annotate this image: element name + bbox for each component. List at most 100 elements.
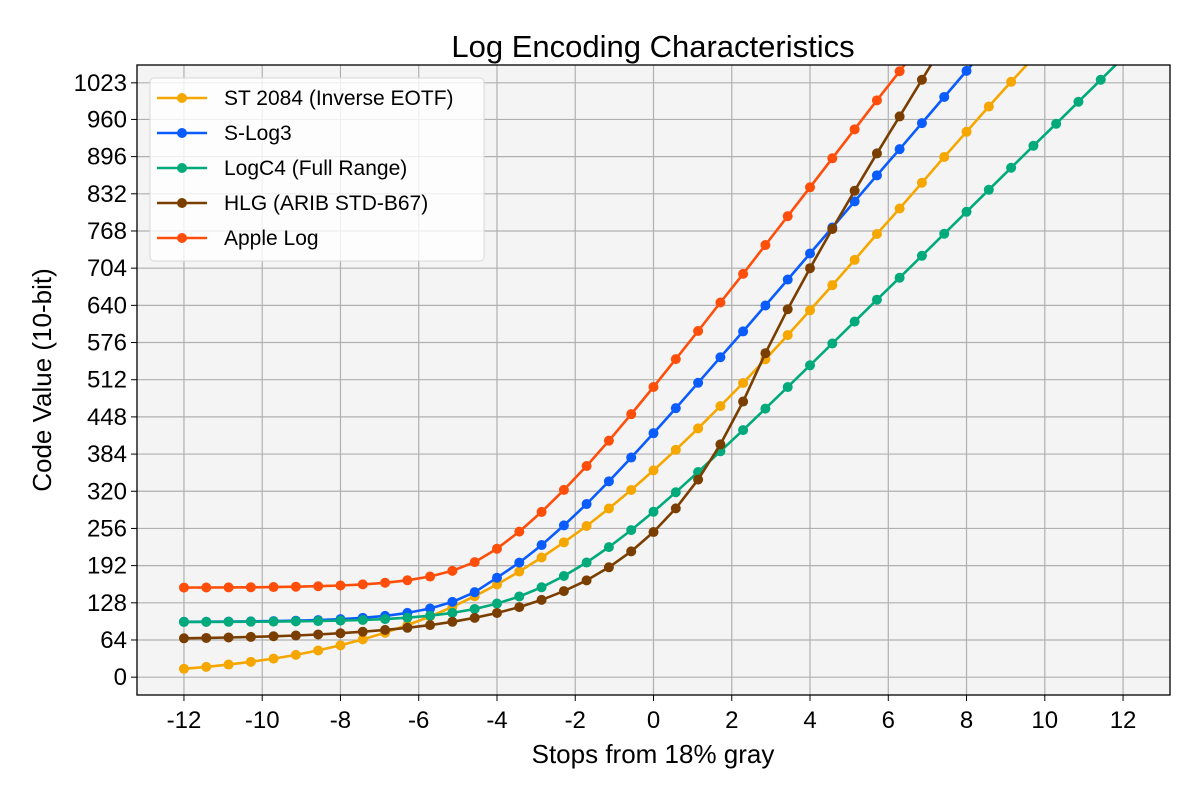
data-point <box>871 170 882 181</box>
x-tick-label: -12 <box>167 707 202 734</box>
data-point <box>201 661 212 672</box>
data-point <box>380 624 391 635</box>
data-point <box>380 614 391 625</box>
data-point <box>603 476 614 487</box>
data-point <box>805 305 816 316</box>
legend-entry: HLG (ARIB STD-B67) <box>157 192 428 215</box>
data-point <box>894 203 905 214</box>
legend-label: S-Log3 <box>224 122 292 145</box>
data-point <box>715 352 726 363</box>
data-point <box>983 184 994 195</box>
data-point <box>581 499 592 510</box>
x-tick-label: -8 <box>330 707 351 734</box>
legend-marker <box>177 128 187 138</box>
legend-entry: Apple Log <box>157 227 319 250</box>
data-point <box>670 403 681 414</box>
y-tick-label: 448 <box>87 404 127 431</box>
data-point <box>335 615 346 626</box>
data-point <box>268 631 279 642</box>
data-point <box>178 663 189 674</box>
data-point <box>402 575 413 586</box>
data-point <box>245 582 256 593</box>
data-point <box>648 527 659 538</box>
x-tick-label: 2 <box>725 707 738 734</box>
y-tick-label: 512 <box>87 367 127 394</box>
data-point <box>290 649 301 660</box>
data-point <box>245 631 256 642</box>
data-point <box>469 612 480 623</box>
data-point <box>1006 76 1017 87</box>
data-point <box>871 294 882 305</box>
x-axis-label: Stops from 18% gray <box>532 739 775 769</box>
x-tick-label: -10 <box>245 707 280 734</box>
data-point <box>738 268 749 279</box>
data-point <box>425 603 436 614</box>
data-point <box>425 620 436 631</box>
y-tick-label: 384 <box>87 441 127 468</box>
legend-marker <box>177 93 187 103</box>
legend-entry: S-Log3 <box>157 122 292 145</box>
y-axis: 0 64 128 192 256 320 384 448 512 576 640 704 768 832 8… <box>74 70 137 691</box>
data-point <box>447 596 458 607</box>
data-point <box>693 423 704 434</box>
data-point <box>871 95 882 106</box>
data-point <box>290 630 301 641</box>
data-point <box>514 566 525 577</box>
legend-label: HLG (ARIB STD-B67) <box>224 192 428 215</box>
data-point <box>939 228 950 239</box>
data-point <box>738 396 749 407</box>
data-point <box>380 577 391 588</box>
data-point <box>313 629 324 640</box>
data-point <box>782 211 793 222</box>
y-tick-label: 320 <box>87 478 127 505</box>
data-point <box>1028 53 1038 63</box>
data-point <box>514 602 525 613</box>
legend-label: LogC4 (Full Range) <box>224 157 407 180</box>
data-point <box>357 579 368 590</box>
data-point <box>961 206 972 217</box>
data-point <box>603 542 614 553</box>
data-point <box>939 91 950 102</box>
data-point <box>983 101 994 112</box>
x-tick-label: -4 <box>486 707 507 734</box>
data-point <box>603 435 614 446</box>
data-point <box>335 628 346 639</box>
data-point <box>738 377 749 388</box>
legend-marker <box>177 163 187 173</box>
x-axis: -12 -10 -8 -6 -4 -2 0 2 4 6 8 10 12 <box>167 695 1137 734</box>
y-axis-label: Code Value (10-bit) <box>27 268 57 492</box>
data-point <box>670 354 681 365</box>
data-point <box>715 439 726 450</box>
x-tick-label: -6 <box>408 707 429 734</box>
data-point <box>447 607 458 618</box>
x-tick-label: 12 <box>1110 707 1137 734</box>
x-tick-label: -2 <box>565 707 586 734</box>
data-point <box>715 401 726 412</box>
data-point <box>581 575 592 586</box>
data-point <box>558 484 569 495</box>
data-point <box>536 506 547 517</box>
data-point <box>581 461 592 472</box>
data-point <box>558 570 569 581</box>
data-point <box>827 153 838 164</box>
y-tick-label: 0 <box>114 664 127 691</box>
data-point <box>626 484 637 495</box>
data-point <box>536 582 547 593</box>
data-point <box>1028 140 1039 151</box>
data-point <box>514 557 525 568</box>
data-point <box>335 580 346 591</box>
data-point <box>670 503 681 514</box>
data-point <box>670 487 681 498</box>
data-point <box>268 616 279 627</box>
x-tick-label: 6 <box>882 707 895 734</box>
data-point <box>805 360 816 371</box>
data-point <box>402 622 413 633</box>
data-point <box>357 634 368 645</box>
data-point <box>558 537 569 548</box>
data-point <box>268 582 279 593</box>
series-0 <box>178 53 1038 674</box>
data-point <box>849 185 860 196</box>
data-point <box>871 148 882 159</box>
data-point <box>536 594 547 605</box>
data-point <box>939 152 950 163</box>
